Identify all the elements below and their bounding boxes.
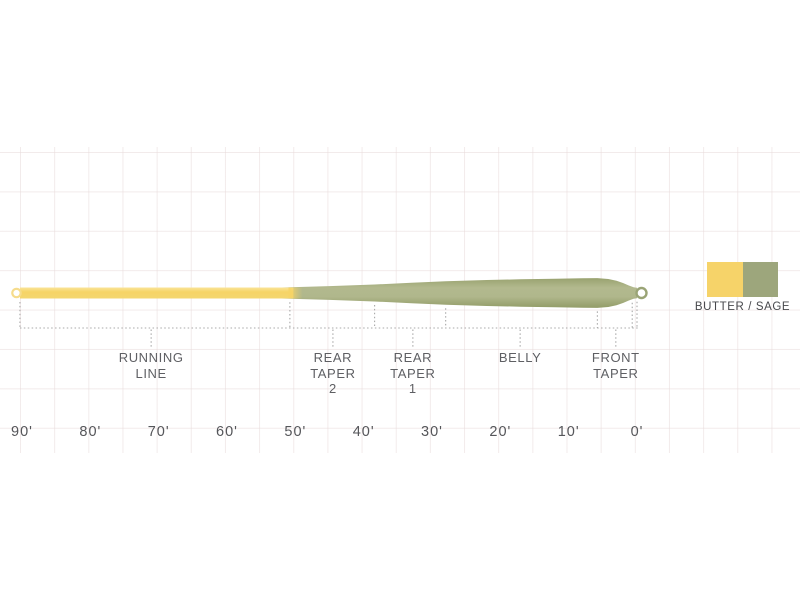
running-line-shape — [20, 288, 293, 299]
scale-label-10: 10' — [558, 424, 580, 440]
butter-color-swatch — [707, 262, 743, 297]
scale-label-70: 70' — [148, 424, 170, 440]
scale-label-40: 40' — [353, 424, 375, 440]
sage-color-swatch — [743, 262, 779, 297]
head-segment-shape — [282, 278, 637, 308]
scale-label-50: 50' — [284, 424, 306, 440]
fly-line-taper-diagram: RUNNING LINE REAR TAPER 2 REAR TAPER 1 BELL… — [0, 0, 800, 600]
scale-label-90: 90' — [11, 424, 33, 440]
segment-label-belly: BELLY — [499, 350, 542, 366]
scale-label-0: 0' — [631, 424, 644, 440]
segment-label-rear-taper-1: REAR TAPER 1 — [390, 350, 435, 397]
segment-label-rear-taper-2: REAR TAPER 2 — [310, 350, 355, 397]
color-transition — [289, 288, 303, 299]
scale-label-20: 20' — [489, 424, 511, 440]
legend-label: BUTTER / SAGE — [695, 301, 790, 313]
segment-label-front-taper: FRONT TAPER — [592, 350, 640, 381]
color-legend: BUTTER / SAGE — [707, 262, 778, 297]
rear-welded-loop-icon — [12, 289, 20, 297]
scale-label-60: 60' — [216, 424, 238, 440]
scale-label-30: 30' — [421, 424, 443, 440]
front-welded-loop-icon — [637, 288, 647, 298]
scale-label-80: 80' — [79, 424, 101, 440]
fly-line-profile — [0, 0, 800, 600]
legend-swatches — [707, 262, 778, 297]
segment-label-running-line: RUNNING LINE — [119, 350, 184, 381]
